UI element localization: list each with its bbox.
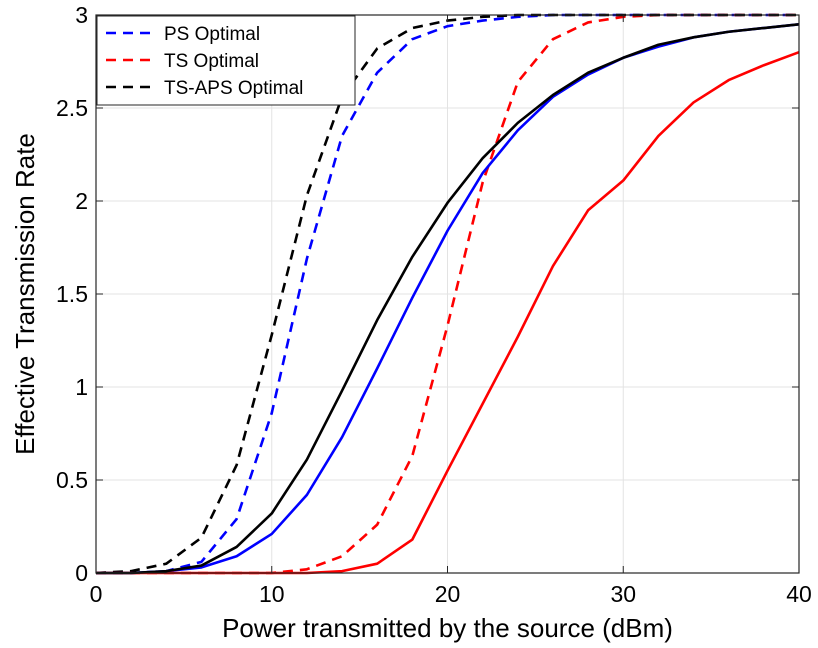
legend-label: TS-APS Optimal bbox=[164, 78, 303, 99]
y-tick-label: 0 bbox=[75, 560, 88, 586]
y-axis-label: Effective Transmission Rate bbox=[10, 133, 40, 455]
x-tick-label: 40 bbox=[786, 581, 812, 607]
y-tick-label: 1 bbox=[75, 374, 88, 400]
y-tick-label: 1.5 bbox=[56, 281, 88, 307]
y-tick-label: 2 bbox=[75, 188, 88, 214]
x-axis-label: Power transmitted by the source (dBm) bbox=[222, 613, 673, 643]
y-tick-label: 2.5 bbox=[56, 95, 88, 121]
y-tick-label: 0.5 bbox=[56, 467, 88, 493]
x-tick-label: 30 bbox=[610, 581, 636, 607]
ticks: 0 10 20 30 40 0 0.5 1 1.5 2 2.5 3 bbox=[56, 2, 812, 607]
legend-label: TS Optimal bbox=[164, 51, 259, 72]
x-tick-label: 10 bbox=[259, 581, 285, 607]
unlabeled-solid-line bbox=[96, 23, 800, 575]
x-tick-label: 20 bbox=[435, 581, 461, 607]
x-tick-label: 0 bbox=[90, 581, 103, 607]
legend: PS Optimal TS Optimal TS-APS Optimal bbox=[96, 15, 356, 106]
legend-label: PS Optimal bbox=[164, 24, 260, 45]
y-tick-label: 3 bbox=[75, 2, 88, 28]
